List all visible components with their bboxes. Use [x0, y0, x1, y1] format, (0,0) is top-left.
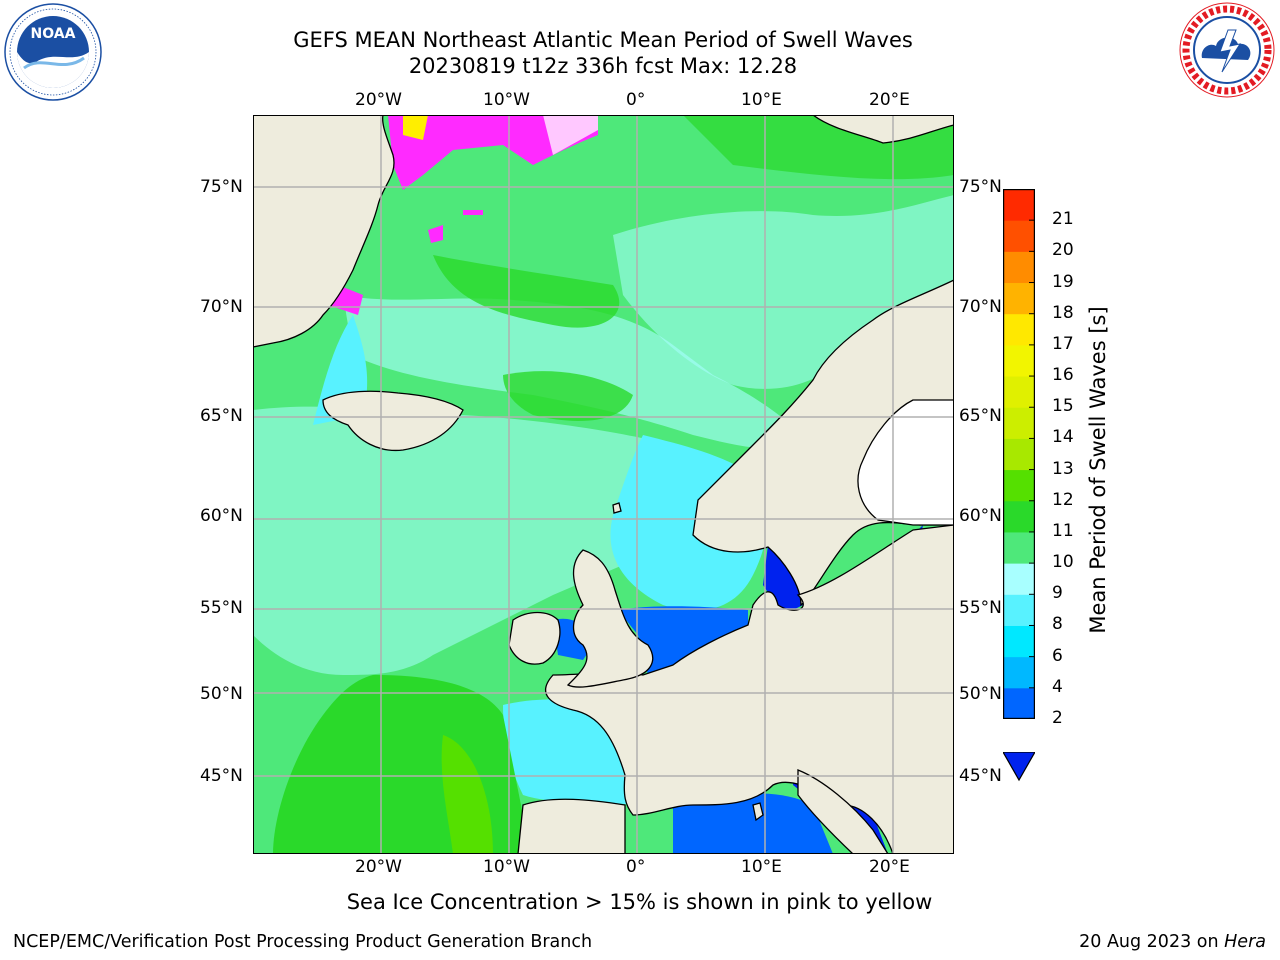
colorbar-band: [1003, 531, 1035, 564]
iberia: [517, 798, 626, 854]
italy: [797, 769, 889, 854]
colorbar-tick-label: 13: [1052, 458, 1074, 479]
date-stamp: 20 Aug 2023 on Hera: [1079, 932, 1266, 952]
colorbar-tick-label: 19: [1052, 271, 1074, 292]
lon-label-bottom: 20°W: [355, 857, 402, 877]
colorbar-tick-label: 9: [1052, 583, 1063, 604]
lat-label-right: 55°N: [959, 598, 1002, 618]
nws-logo-icon: [1179, 2, 1275, 98]
colorbar-tick-label: 14: [1052, 427, 1074, 448]
chart-subtitle: 20230819 t12z 336h fcst Max: 12.28: [408, 54, 798, 78]
colorbar-band: [1003, 344, 1035, 377]
lat-label-left: 55°N: [200, 598, 243, 618]
lon-label-top: 10°E: [741, 90, 782, 110]
swell-field-green: [273, 115, 954, 854]
date-text: 20 Aug 2023 on: [1079, 932, 1225, 952]
corsica: [752, 802, 764, 822]
colorbar-tick-label: 20: [1052, 240, 1074, 261]
scandinavia: [692, 279, 954, 607]
colorbar-band: [1003, 500, 1035, 533]
lat-label-right: 75°N: [959, 177, 1002, 197]
colorbar-tick-label: 4: [1052, 676, 1063, 697]
noaa-logo-icon: NOAA: [4, 3, 102, 101]
lat-label-left: 50°N: [200, 684, 243, 704]
chart-title: GEFS MEAN Northeast Atlantic Mean Period…: [293, 28, 913, 52]
colorbar-band: [1003, 687, 1035, 719]
colorbar-tick-label: 12: [1052, 489, 1074, 510]
host-name: Hera: [1224, 932, 1266, 952]
colorbar-tick-label: 8: [1052, 614, 1063, 635]
colorbar-band: [1003, 625, 1035, 658]
colorbar: [1003, 189, 1035, 719]
lat-label-left: 45°N: [200, 766, 243, 786]
lon-label-bottom: 10°E: [741, 857, 782, 877]
faroe-islands: [612, 502, 622, 514]
colorbar-tick-label: 6: [1052, 645, 1063, 666]
iceland: [322, 390, 464, 452]
lat-label-right: 50°N: [959, 684, 1002, 704]
colorbar-band: [1003, 282, 1035, 315]
lat-label-right: 60°N: [959, 506, 1002, 526]
colorbar-band: [1003, 407, 1035, 439]
colorbar-tick-label: 21: [1052, 209, 1074, 230]
colorbar-tick-label: 15: [1052, 396, 1074, 417]
colorbar-tick-label: 11: [1052, 520, 1074, 541]
lon-label-bottom: 0°: [626, 857, 646, 877]
lat-label-left: 65°N: [200, 406, 243, 426]
colorbar-band: [1003, 594, 1035, 626]
lat-label-left: 75°N: [200, 177, 243, 197]
colorbar-tick-label: 17: [1052, 333, 1074, 354]
continental-europe: [545, 524, 954, 854]
colorbar-band: [1003, 563, 1035, 595]
lon-label-top: 10°W: [483, 90, 530, 110]
greenland: [253, 115, 395, 348]
land: [253, 115, 954, 854]
svalbard: [811, 115, 954, 144]
lat-label-left: 70°N: [200, 297, 243, 317]
graticule: [253, 115, 954, 854]
lat-label-right: 65°N: [959, 406, 1002, 426]
colorbar-band: [1003, 469, 1035, 502]
lon-label-top: 20°W: [355, 90, 402, 110]
lat-label-right: 70°N: [959, 297, 1002, 317]
colorbar-band: [1003, 189, 1035, 221]
swell-period-map: [253, 115, 954, 854]
great-britain: [566, 549, 654, 688]
colorbar-band: [1003, 438, 1035, 471]
lat-label-left: 60°N: [200, 506, 243, 526]
colorbar-band: [1003, 220, 1035, 252]
noaa-logo-text: NOAA: [31, 26, 76, 42]
colorbar-tick-label: 18: [1052, 302, 1074, 323]
ireland: [508, 611, 561, 665]
colorbar-tick-label: 16: [1052, 365, 1074, 386]
colorbar-band: [1003, 656, 1035, 689]
colorbar-under-arrow: [1003, 752, 1035, 782]
sea-ice-note: Sea Ice Concentration > 15% is shown in …: [346, 890, 933, 914]
lon-label-bottom: 10°W: [483, 857, 530, 877]
colorbar-band: [1003, 251, 1035, 284]
lon-label-bottom: 20°E: [869, 857, 910, 877]
credit-text: NCEP/EMC/Verification Post Processing Pr…: [13, 932, 593, 952]
colorbar-tick-label: 2: [1052, 708, 1063, 728]
colorbar-band: [1003, 313, 1035, 346]
colorbar-outline: [1003, 189, 1035, 719]
lon-label-top: 20°E: [869, 90, 910, 110]
colorbar-band: [1003, 376, 1035, 408]
colorbar-title: Mean Period of Swell Waves [s]: [1086, 306, 1110, 634]
lat-label-right: 45°N: [959, 766, 1002, 786]
lon-label-top: 0°: [626, 90, 646, 110]
colorbar-tick-label: 10: [1052, 552, 1074, 573]
